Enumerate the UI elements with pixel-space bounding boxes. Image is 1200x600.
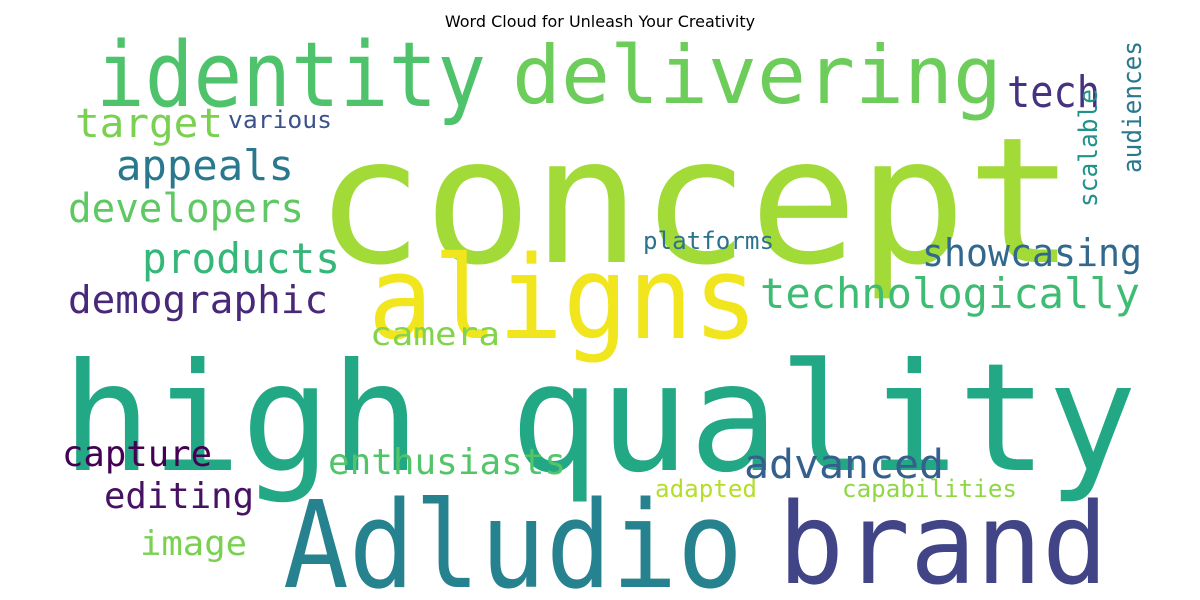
word-audiences: audiences bbox=[1118, 41, 1148, 173]
word-platforms: platforms bbox=[643, 227, 774, 255]
word-brand: brand bbox=[778, 480, 1108, 600]
word-capture: capture bbox=[62, 434, 212, 475]
word-developers: developers bbox=[68, 186, 304, 232]
word-identity: identity bbox=[96, 23, 486, 128]
word-technologically: technologically bbox=[760, 269, 1140, 318]
word-tech: tech bbox=[1007, 67, 1100, 118]
word-demographic: demographic bbox=[68, 278, 328, 322]
word-enthusiasts: enthusiasts bbox=[328, 442, 566, 483]
word-high-quality: high quality bbox=[62, 332, 1137, 506]
word-editing: editing bbox=[104, 476, 254, 517]
word-advanced: advanced bbox=[744, 442, 944, 488]
chart-title: Word Cloud for Unleash Your Creativity bbox=[444, 12, 756, 31]
word-products: products bbox=[142, 234, 340, 283]
word-concept: concept bbox=[315, 101, 1075, 304]
word-scalable: scalable bbox=[1074, 89, 1104, 207]
word-image: image bbox=[140, 524, 247, 564]
word-aligns: aligns bbox=[368, 232, 758, 366]
word-capabilities: capabilities bbox=[842, 475, 1017, 503]
word-delivering: delivering bbox=[512, 29, 1002, 122]
word-target: target bbox=[75, 101, 223, 147]
word-adapted: adapted bbox=[655, 475, 757, 503]
word-appeals: appeals bbox=[116, 141, 294, 190]
word-camera: camera bbox=[370, 315, 500, 353]
word-various: various bbox=[228, 106, 332, 134]
word-adludio: Adludio bbox=[283, 477, 743, 600]
word-showcasing: showcasing bbox=[922, 231, 1142, 275]
